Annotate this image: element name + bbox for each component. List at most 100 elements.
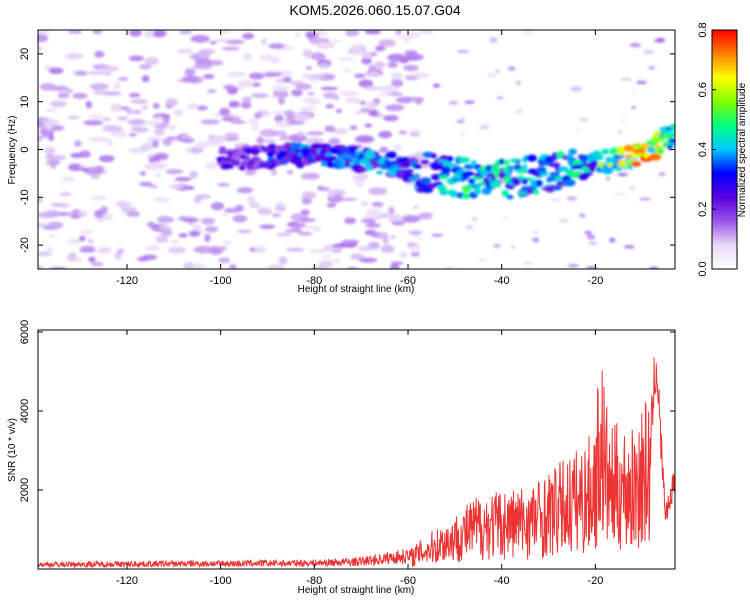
heatmap-cell: [471, 160, 477, 166]
heatmap-cell: [184, 68, 196, 77]
heatmap-cell: [57, 203, 71, 208]
heatmap-cell: [116, 116, 129, 121]
heatmap-cell: [50, 163, 57, 169]
heatmap-cell: [248, 72, 265, 80]
heatmap-cell: [391, 79, 404, 88]
heatmap-cell: [100, 206, 109, 214]
colorbar-ticks: 0.0 0.2 0.4 0.6 0.8: [697, 22, 716, 277]
heatmap-cell: [179, 30, 193, 35]
heatmap-cell: [218, 150, 230, 155]
heatmap-cell: [128, 147, 145, 154]
heatmap-cell: [432, 83, 441, 88]
heatmap-cell: [223, 84, 236, 90]
heatmap-cell: [278, 256, 288, 265]
heatmap-cell: [629, 42, 642, 48]
heatmap-cell: [614, 192, 627, 196]
heatmap-cell: [391, 221, 405, 226]
heatmap-cell: [479, 124, 490, 130]
heatmap-cell: [437, 184, 447, 192]
heatmap-cell: [420, 177, 432, 185]
heatmap-cell: [195, 141, 209, 149]
heatmap-cell: [291, 113, 311, 123]
x-tick-label: -40: [494, 575, 510, 587]
x-tick-label: -20: [587, 275, 603, 287]
heatmap-cell: [278, 135, 291, 141]
heatmap-cell: [389, 72, 404, 81]
x-tick-label: -100: [210, 575, 232, 587]
heatmap-cell: [521, 178, 528, 185]
heatmap-cell: [566, 196, 577, 201]
heatmap-cell: [554, 175, 564, 182]
heatmap-cell: [148, 184, 159, 189]
heatmap-cell: [250, 123, 259, 131]
heatmap-cell: [510, 244, 516, 250]
heatmap-cell: [385, 151, 397, 159]
heatmap-cell: [272, 55, 279, 64]
heatmap-cell: [258, 109, 271, 118]
heatmap-cell: [130, 98, 149, 105]
heatmap-cell: [359, 100, 367, 105]
heatmap-cell: [350, 43, 367, 51]
heatmap-cell: [162, 137, 172, 146]
heatmap-cell: [552, 185, 562, 191]
heatmap-cell: [328, 137, 341, 145]
heatmap-cell: [632, 91, 638, 95]
heatmap-cell: [294, 32, 301, 37]
heatmap-cell: [364, 123, 373, 128]
heatmap-cell: [582, 172, 593, 176]
heatmap-cell: [229, 264, 237, 269]
heatmap-cell: [456, 50, 469, 53]
heatmap-cell: [217, 183, 230, 187]
heatmap-cell: [219, 107, 231, 116]
heatmap-cell: [218, 246, 228, 251]
heatmap-cell: [67, 115, 80, 120]
heatmap-cell: [631, 161, 642, 167]
heatmap-cell: [285, 229, 303, 233]
colorbar-gradient: [711, 29, 738, 270]
heatmap-ridge-layer: [216, 123, 675, 200]
heatmap-cell: [185, 186, 195, 190]
heatmap-cell: [59, 192, 72, 197]
heatmap-cell: [493, 243, 502, 248]
heatmap-cell: [162, 118, 170, 124]
heatmap-cell: [181, 134, 192, 140]
heatmap-cell: [152, 116, 165, 121]
heatmap-cell: [346, 266, 359, 269]
heatmap-cell: [173, 109, 184, 117]
heatmap-cell: [385, 104, 405, 112]
heatmap-cell: [616, 150, 626, 156]
heatmap-cell: [565, 168, 574, 176]
heatmap-cell: [501, 189, 510, 198]
x-tick-label: -120: [116, 275, 138, 287]
heatmap-cell: [349, 253, 364, 260]
heatmap-cell: [354, 135, 375, 143]
heatmap-cell: [326, 155, 338, 162]
heatmap-cell: [325, 152, 332, 157]
heatmap-cell: [410, 72, 431, 78]
heatmap-cell: [558, 218, 569, 223]
x-tick-label: -60: [400, 275, 416, 287]
heatmap-cell: [505, 172, 512, 178]
heatmap-cell: [356, 174, 366, 179]
heatmap-cell: [242, 32, 255, 40]
heatmap-cell: [378, 130, 393, 139]
heatmap-cell: [298, 218, 316, 223]
heatmap-cell: [631, 106, 637, 109]
heatmap-cell: [297, 231, 313, 236]
heatmap-cell: [44, 147, 56, 155]
heatmap-cell: [446, 163, 458, 168]
heatmap-cell: [139, 64, 152, 70]
heatmap-cell: [448, 100, 459, 105]
heatmap-cell: [409, 244, 422, 251]
heatmap-cell: [184, 149, 192, 153]
heatmap-cell: [200, 217, 216, 225]
heatmap-cell: [61, 176, 76, 182]
heatmap-cell: [305, 137, 324, 144]
heatmap-cell: [157, 215, 173, 224]
heatmap-cell: [354, 73, 366, 79]
heatmap-cell: [48, 234, 57, 239]
heatmap-cell: [160, 228, 173, 237]
heatmap-cell: [359, 107, 371, 114]
heatmap-cell: [368, 241, 380, 250]
heatmap-cell: [389, 263, 400, 269]
